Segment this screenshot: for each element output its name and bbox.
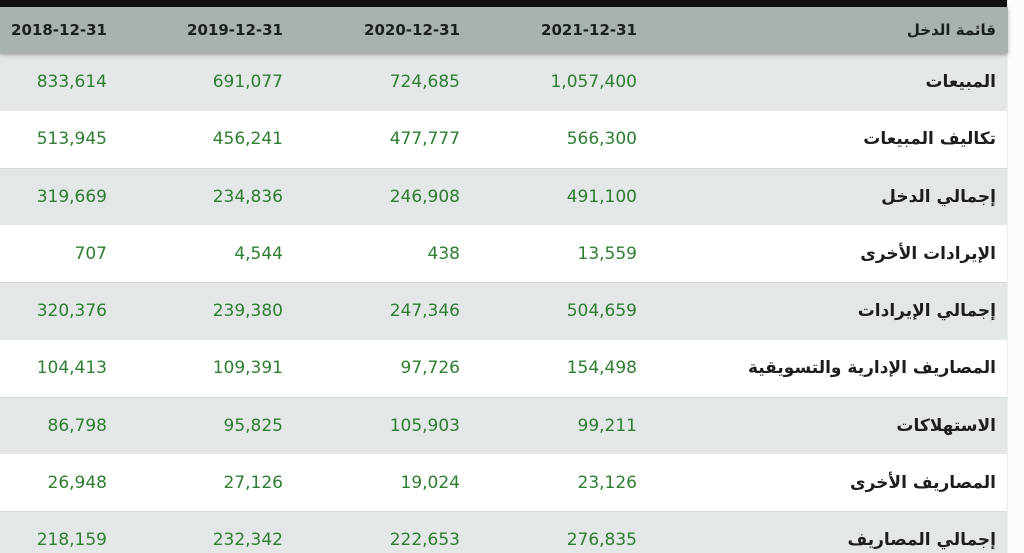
value-2021: 276,835 [566, 530, 637, 551]
value-2020: 438 [427, 243, 460, 264]
value-2020: 222,653 [389, 530, 460, 551]
top-bar [0, 0, 1008, 7]
table-row: 104,413 109,391 97,726 154,498 المصاريف … [0, 339, 1008, 397]
column-header-2020: 2020-12-31 [364, 21, 460, 39]
row-label: تكاليف المبيعات [863, 129, 996, 150]
value-2021: 1,057,400 [550, 72, 637, 93]
value-2020: 247,346 [389, 301, 460, 322]
column-header-2019: 2019-12-31 [187, 21, 283, 39]
value-2019: 239,380 [212, 301, 283, 322]
table-row: 513,945 456,241 477,777 566,300 تكاليف ا… [0, 110, 1008, 168]
value-2018: 320,376 [36, 301, 107, 322]
row-label: إجمالي الإيرادات [857, 301, 996, 322]
value-2021: 504,659 [566, 301, 637, 322]
value-2019: 691,077 [212, 72, 283, 93]
value-2021: 99,211 [577, 415, 637, 436]
table-row: 707 4,544 438 13,559 الإيرادات الأخرى [0, 225, 1008, 282]
value-2021: 566,300 [566, 129, 637, 150]
value-2019: 27,126 [223, 472, 283, 493]
value-2018: 513,945 [36, 129, 107, 150]
column-header-2018: 2018-12-31 [11, 21, 107, 39]
table-body: 833,614 691,077 724,685 1,057,400 المبيع… [0, 53, 1008, 553]
row-label: المصاريف الإدارية والتسويقية [747, 358, 996, 379]
value-2019: 109,391 [212, 358, 283, 379]
table-row: 86,798 95,825 105,903 99,211 الاستهلاكات [0, 396, 1008, 455]
value-2019: 234,836 [212, 186, 283, 207]
value-2018: 833,614 [36, 72, 107, 93]
value-2019: 4,544 [234, 243, 283, 264]
statement-title: قائمة الدخل [906, 21, 996, 39]
value-2020: 724,685 [389, 72, 460, 93]
value-2018: 707 [74, 243, 107, 264]
value-2021: 491,100 [566, 186, 637, 207]
value-2018: 104,413 [36, 358, 107, 379]
column-header-2021: 2021-12-31 [541, 21, 637, 39]
value-2020: 97,726 [400, 358, 460, 379]
table-row: 320,376 239,380 247,346 504,659 إجمالي ا… [0, 282, 1008, 340]
scrollbar-track[interactable] [1007, 0, 1024, 553]
value-2019: 232,342 [212, 530, 283, 551]
value-2018: 218,159 [36, 530, 107, 551]
value-2018: 26,948 [47, 472, 107, 493]
value-2020: 477,777 [389, 129, 460, 150]
value-2020: 246,908 [389, 186, 460, 207]
value-2020: 19,024 [400, 472, 460, 493]
value-2021: 13,559 [577, 243, 637, 264]
table-header-row: 2018-12-31 2019-12-31 2020-12-31 2021-12… [0, 7, 1008, 53]
table-row: 218,159 232,342 222,653 276,835 إجمالي ا… [0, 511, 1008, 553]
value-2019: 456,241 [212, 129, 283, 150]
value-2018: 319,669 [36, 186, 107, 207]
value-2020: 105,903 [389, 415, 460, 436]
value-2021: 154,498 [566, 358, 637, 379]
value-2018: 86,798 [47, 415, 107, 436]
row-label: إجمالي المصاريف [847, 530, 996, 551]
table-row: 26,948 27,126 19,024 23,126 المصاريف الأ… [0, 454, 1008, 511]
value-2019: 95,825 [223, 415, 283, 436]
row-label: الإيرادات الأخرى [860, 243, 996, 264]
value-2021: 23,126 [577, 472, 637, 493]
table-row: 319,669 234,836 246,908 491,100 إجمالي ا… [0, 167, 1008, 226]
table-row: 833,614 691,077 724,685 1,057,400 المبيع… [0, 53, 1008, 111]
row-label: الاستهلاكات [896, 415, 996, 436]
row-label: المبيعات [925, 72, 996, 93]
row-label: إجمالي الدخل [881, 186, 996, 207]
row-label: المصاريف الأخرى [850, 472, 996, 493]
